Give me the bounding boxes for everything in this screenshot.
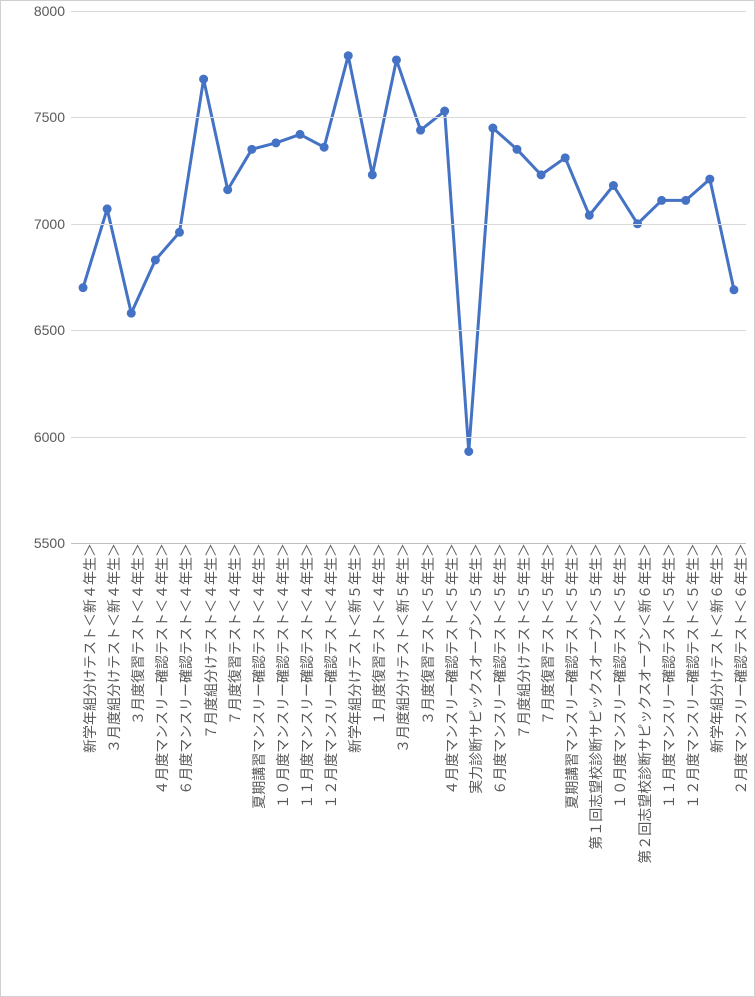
x-tick-label: ６月度マンスリー確認テスト＜４年生＞ [172, 543, 196, 795]
data-point [272, 139, 280, 147]
data-point [682, 196, 690, 204]
data-point [513, 145, 521, 153]
x-tick-label: 第１回志望校診断サピックスオープン＜５年生＞ [582, 543, 606, 850]
data-point [151, 256, 159, 264]
data-point [392, 56, 400, 64]
x-tick-label: ７月度組分けテスト＜５年生＞ [510, 543, 534, 739]
x-tick-label: ７月度復習テスト＜５年生＞ [534, 543, 558, 725]
y-tick-label: 7500 [34, 109, 71, 125]
y-tick-label: 5500 [34, 535, 71, 551]
x-tick-label: １２月度マンスリー確認テスト＜５年生＞ [679, 543, 703, 809]
data-point [175, 228, 183, 236]
data-point [127, 309, 135, 317]
x-tick-label: 新学年組分けテスト＜新４年生＞ [76, 543, 100, 753]
y-tick-label: 6000 [34, 429, 71, 445]
data-point [344, 52, 352, 60]
x-tick-label: ４月度マンスリー確認テスト＜４年生＞ [148, 543, 172, 795]
data-point [224, 186, 232, 194]
x-tick-label: １月度復習テスト＜４年生＞ [365, 543, 389, 725]
data-point [537, 171, 545, 179]
x-tick-label: ３月度復習テスト＜４年生＞ [124, 543, 148, 725]
x-tick-label: １１月度マンスリー確認テスト＜４年生＞ [293, 543, 317, 809]
data-point [200, 75, 208, 83]
x-tick-label: ３月度組分けテスト＜新５年生＞ [389, 543, 413, 753]
data-point [489, 124, 497, 132]
data-point [79, 284, 87, 292]
x-tick-label: 夏期講習マンスリー確認テスト＜４年生＞ [245, 543, 269, 809]
x-tick-label: １２月度マンスリー確認テスト＜４年生＞ [317, 543, 341, 809]
x-tick-label: 新学年組分けテスト＜新５年生＞ [341, 543, 365, 753]
data-point [730, 286, 738, 294]
data-point [658, 196, 666, 204]
data-point [320, 143, 328, 151]
data-point [248, 145, 256, 153]
x-tick-label: ６月度マンスリー確認テスト＜５年生＞ [486, 543, 510, 795]
gridline [71, 11, 746, 12]
gridline [71, 117, 746, 118]
data-point [368, 171, 376, 179]
data-point [706, 175, 714, 183]
x-tick-label: 第２回志望校診断サピックスオープン＜新６年生＞ [631, 543, 655, 864]
data-point [441, 107, 449, 115]
x-tick-label: ３月度復習テスト＜５年生＞ [414, 543, 438, 725]
x-tick-label: ７月度復習テスト＜４年生＞ [221, 543, 245, 725]
x-tick-label: ４月度マンスリー確認テスト＜５年生＞ [438, 543, 462, 795]
series-line [83, 56, 734, 452]
data-point [417, 126, 425, 134]
line-series [71, 11, 746, 543]
y-tick-label: 7000 [34, 216, 71, 232]
x-tick-label: 新学年組分けテスト＜新６年生＞ [703, 543, 727, 753]
x-tick-label: １０月度マンスリー確認テスト＜４年生＞ [269, 543, 293, 809]
gridline [71, 224, 746, 225]
data-point [585, 211, 593, 219]
data-point [103, 205, 111, 213]
x-tick-label: ７月度組分けテスト＜４年生＞ [197, 543, 221, 739]
line-chart: 550060006500700075008000新学年組分けテスト＜新４年生＞３… [0, 0, 755, 997]
data-point [465, 447, 473, 455]
data-point [296, 130, 304, 138]
y-tick-label: 8000 [34, 3, 71, 19]
data-point [609, 181, 617, 189]
y-tick-label: 6500 [34, 322, 71, 338]
data-point [561, 154, 569, 162]
gridline [71, 330, 746, 331]
x-tick-label: ２月度マンスリー確認テスト＜６年生＞ [727, 543, 751, 795]
x-tick-label: １０月度マンスリー確認テスト＜５年生＞ [606, 543, 630, 809]
x-tick-label: 実力診断サピックスオープン＜５年生＞ [462, 543, 486, 794]
plot-area: 550060006500700075008000新学年組分けテスト＜新４年生＞３… [71, 11, 746, 543]
gridline [71, 437, 746, 438]
x-tick-label: １１月度マンスリー確認テスト＜５年生＞ [655, 543, 679, 809]
x-tick-label: 夏期講習マンスリー確認テスト＜５年生＞ [558, 543, 582, 809]
x-tick-label: ３月度組分けテスト＜新４年生＞ [100, 543, 124, 753]
